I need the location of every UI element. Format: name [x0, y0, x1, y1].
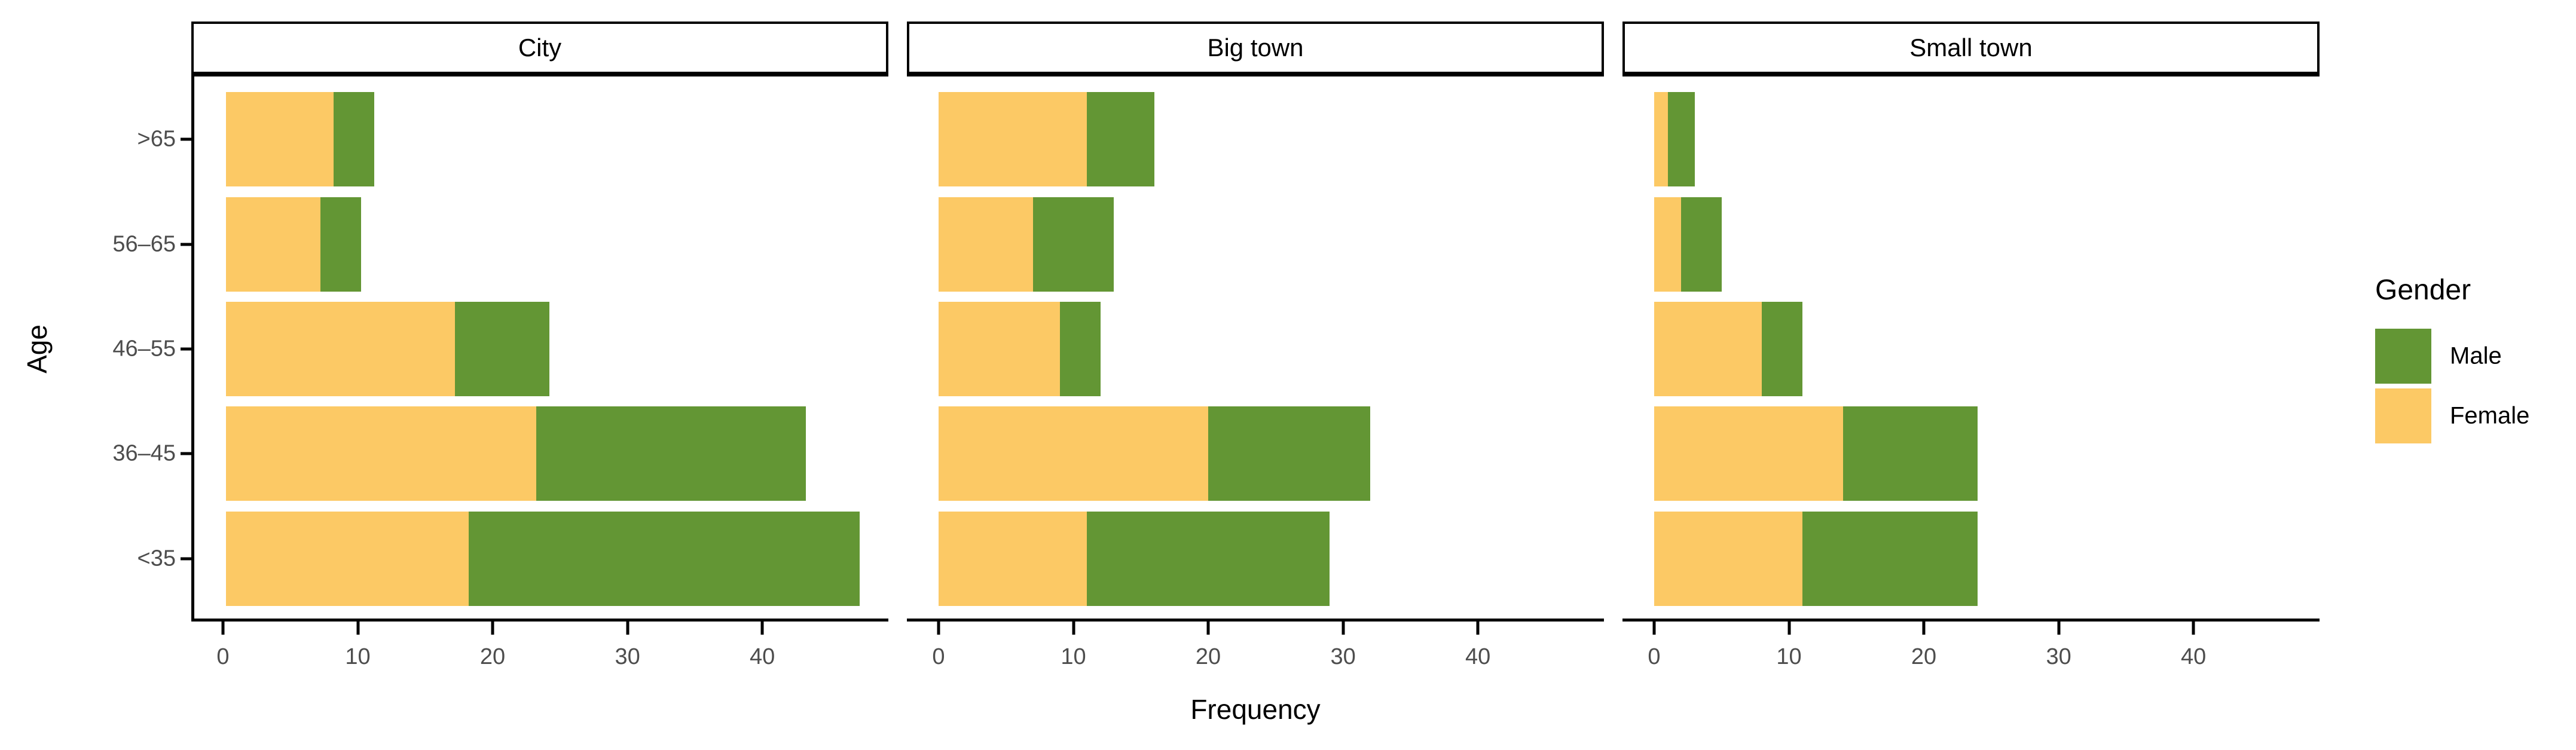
y-tick-mark: [181, 347, 192, 351]
bar-segment-female: [939, 406, 1209, 501]
x-tick-mark: [1922, 622, 1926, 635]
x-axis-title: Frequency: [1190, 694, 1321, 725]
y-tick-label: 56–65: [112, 231, 176, 257]
facet-panel: [191, 76, 888, 622]
bar-segment-female: [939, 302, 1060, 396]
y-tick-label: 36–45: [112, 440, 176, 466]
facet-strip: Big town: [907, 22, 1604, 76]
bar-segment-male: [1059, 302, 1101, 396]
bar-segment-female: [226, 511, 469, 606]
bar-segment-female: [226, 92, 334, 187]
bar-segment-female: [1654, 197, 1682, 292]
y-tick-mark: [181, 243, 192, 246]
legend-title: Gender: [2375, 274, 2471, 306]
bar-segment-male: [1842, 406, 1978, 501]
bar-segment-female: [939, 197, 1033, 292]
bar-segment-male: [1667, 92, 1695, 187]
bar-segment-male: [320, 197, 361, 292]
x-tick-label: 30: [1330, 644, 1356, 669]
bar-segment-male: [1087, 92, 1154, 187]
facet-strip: Small town: [1622, 22, 2320, 76]
bar-segment-female: [226, 302, 456, 396]
x-tick-label: 30: [2046, 644, 2071, 669]
x-tick-mark: [760, 622, 764, 635]
x-tick-label: 0: [1648, 644, 1661, 669]
bar-segment-male: [1087, 511, 1330, 606]
bar-segment-male: [334, 92, 375, 187]
bar-segment-male: [1762, 302, 1803, 396]
bar-segment-male: [1208, 406, 1370, 501]
x-tick-label: 40: [749, 644, 775, 669]
x-tick-mark: [1206, 622, 1210, 635]
x-tick-label: 20: [1911, 644, 1937, 669]
bar-segment-female: [1654, 511, 1803, 606]
y-tick-mark: [181, 137, 192, 141]
y-tick-label: <35: [137, 546, 176, 571]
bar-segment-female: [939, 92, 1087, 187]
x-tick-label: 40: [1465, 644, 1491, 669]
x-tick-mark: [1072, 622, 1075, 635]
facet-strip-label: City: [518, 33, 562, 62]
facet-panel: [1622, 76, 2320, 622]
facet-strip-label: Big town: [1207, 33, 1304, 62]
bar-segment-male: [1681, 197, 1722, 292]
x-tick-label: 0: [932, 644, 945, 669]
legend-label-female: Female: [2450, 402, 2530, 429]
x-tick-label: 10: [345, 644, 371, 669]
bar-segment-male: [1032, 197, 1114, 292]
bar-segment-male: [536, 406, 806, 501]
bar-segment-male: [468, 511, 860, 606]
legend-label-male: Male: [2450, 342, 2502, 369]
x-tick-mark: [1652, 622, 1656, 635]
facet-strip-label: Small town: [1909, 33, 2033, 62]
x-tick-label: 20: [479, 644, 506, 669]
bar-segment-female: [1654, 92, 1668, 187]
x-tick-mark: [221, 622, 225, 635]
bar-segment-female: [1654, 406, 1843, 501]
bar-segment-female: [226, 197, 320, 292]
x-tick-mark: [356, 622, 360, 635]
y-tick-mark: [181, 557, 192, 561]
x-tick-mark: [491, 622, 494, 635]
legend-swatch-male: [2375, 329, 2431, 384]
x-tick-mark: [1476, 622, 1480, 635]
x-tick-mark: [1787, 622, 1791, 635]
x-tick-label: 20: [1195, 644, 1221, 669]
bar-segment-female: [939, 511, 1087, 606]
y-tick-label: >65: [137, 126, 176, 152]
bar-segment-female: [1654, 302, 1762, 396]
y-tick-label: 46–55: [112, 336, 176, 362]
x-tick-label: 40: [2180, 644, 2207, 669]
bar-segment-male: [455, 302, 550, 396]
y-tick-mark: [181, 452, 192, 455]
x-tick-mark: [2057, 622, 2061, 635]
x-tick-label: 10: [1776, 644, 1802, 669]
facet-strip: City: [191, 22, 888, 76]
facet-panel: [907, 76, 1604, 622]
x-tick-label: 10: [1061, 644, 1086, 669]
x-tick-mark: [937, 622, 940, 635]
legend-swatch-female: [2375, 388, 2431, 443]
x-tick-mark: [2192, 622, 2195, 635]
x-tick-label: 0: [216, 644, 230, 669]
bar-segment-female: [226, 406, 536, 501]
bar-segment-male: [1802, 511, 1978, 606]
x-tick-mark: [626, 622, 630, 635]
x-tick-label: 30: [615, 644, 640, 669]
x-tick-mark: [1342, 622, 1345, 635]
